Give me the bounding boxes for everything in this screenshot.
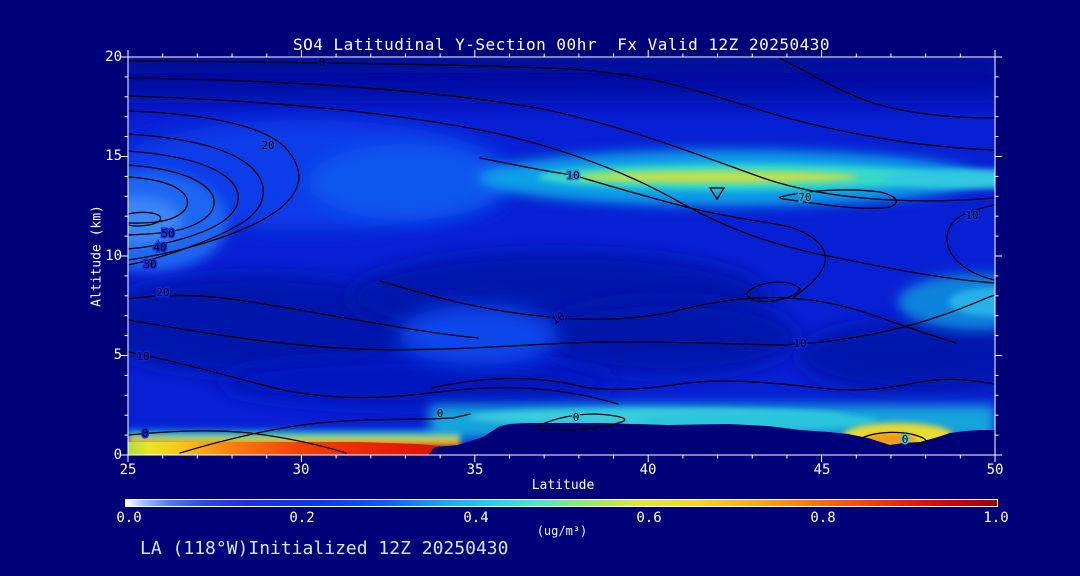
colorbar-units: (ug/m³)	[536, 524, 588, 538]
y-tick-10: 10	[105, 248, 122, 264]
station-marker-triangle	[708, 187, 726, 201]
x-tick-40: 40	[639, 462, 657, 478]
x-axis-label: Latitude	[531, 478, 595, 493]
contour-label: 70	[798, 191, 811, 204]
contour-label: 40	[153, 241, 166, 254]
contour-label: 10	[965, 209, 978, 222]
terrain-mask	[428, 423, 995, 455]
axis-ticks	[121, 50, 1002, 462]
x-tick-35: 35	[466, 462, 484, 478]
y-tick-0: 0	[113, 447, 122, 463]
colorbar	[125, 499, 998, 507]
y-tick-5: 5	[113, 347, 122, 363]
contour-label: 10	[566, 169, 579, 182]
plot-border	[127, 56, 996, 456]
colorbar-tick-0.8: 0.8	[810, 510, 836, 526]
surface-plume-max	[128, 442, 468, 455]
contour-labels: 0 20 50 40 30 20 10 10 70 10 10 10 0 0 0…	[135, 56, 980, 448]
cross-section-plot: 0 20 50 40 30 20 10 10 70 10 10 10 0 0 0…	[121, 50, 1002, 462]
contour-label: 10	[793, 337, 806, 350]
contour-label: 0	[902, 433, 909, 446]
filled-contours: 0 20 50 40 30 20 10 10 70 10 10 10 0 0 0…	[128, 56, 995, 455]
y-tick-20: 20	[105, 49, 122, 65]
contour-label: 10	[136, 350, 149, 363]
x-tick-30: 30	[292, 462, 310, 478]
contour-label: 0	[573, 411, 580, 424]
contour-label: 0	[319, 56, 326, 69]
colorbar-tick-0.4: 0.4	[463, 510, 489, 526]
midlevel-enhancement-north	[898, 274, 995, 330]
contour-label: 20	[156, 286, 169, 299]
init-annotation: LA (118°W)Initialized 12Z 20250430	[140, 538, 509, 559]
contour-label: 50	[161, 227, 174, 240]
contour-lines	[128, 57, 995, 454]
colorbar-tick-0.2: 0.2	[289, 510, 315, 526]
colorbar-tick-1.0: 1.0	[983, 510, 1009, 526]
colorbar-tick-0.6: 0.6	[636, 510, 662, 526]
x-tick-25: 25	[119, 462, 137, 478]
y-tick-15: 15	[105, 148, 122, 164]
plot-title: SO4 Latitudinal Y-Section 00hr Fx Valid …	[292, 35, 831, 54]
contour-label: 0	[142, 427, 149, 440]
contour-label: 30	[143, 258, 156, 271]
contour-label: 20	[261, 139, 274, 152]
x-tick-45: 45	[813, 462, 831, 478]
x-tick-50: 50	[986, 462, 1004, 478]
colorbar-tick-0.0: 0.0	[116, 510, 142, 526]
contour-label: 0	[437, 407, 444, 420]
